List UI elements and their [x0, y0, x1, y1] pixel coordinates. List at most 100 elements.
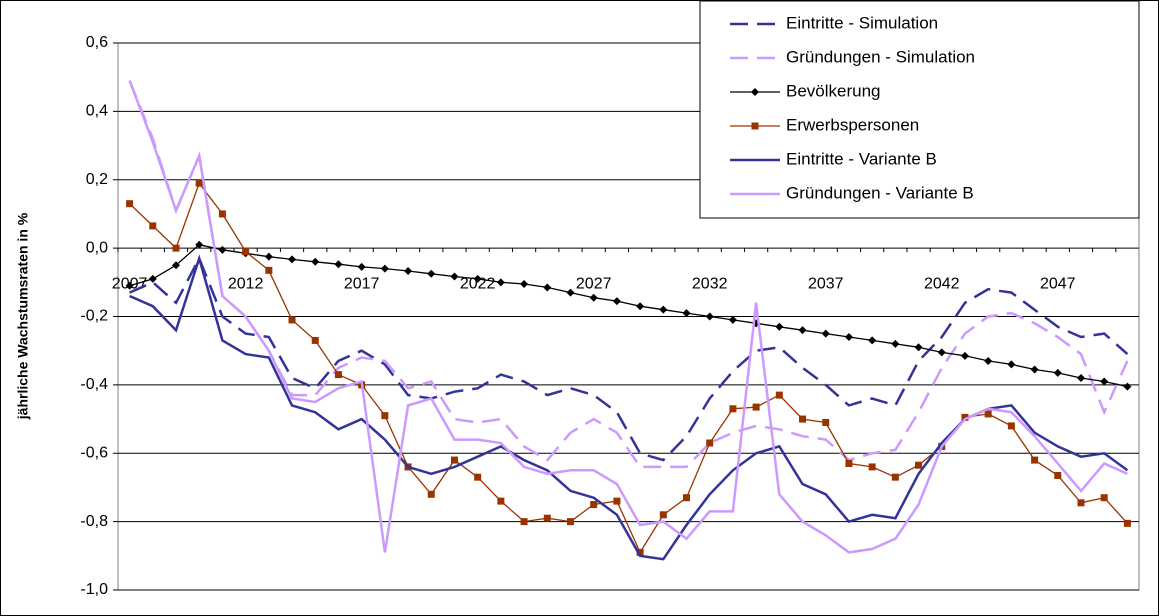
point: [149, 222, 157, 230]
y-tick-label: 0,6: [86, 34, 108, 51]
point: [868, 463, 876, 471]
point: [752, 403, 760, 411]
y-axis-title: jährliche Wachstumsraten in %: [15, 212, 31, 420]
point: [357, 262, 366, 271]
point: [543, 283, 552, 292]
y-tick-label: 0,0: [86, 239, 108, 256]
point: [126, 200, 134, 208]
point: [798, 326, 807, 335]
point: [148, 274, 157, 283]
point: [125, 281, 134, 290]
point: [706, 439, 714, 447]
point: [427, 490, 435, 498]
series-line: [128, 80, 1128, 554]
point: [195, 240, 204, 249]
point: [961, 413, 969, 421]
legend-label: Bevölkerung: [786, 81, 881, 100]
point: [775, 391, 783, 399]
point: [682, 309, 691, 318]
point: [960, 351, 969, 360]
x-tick-label: 2012: [228, 275, 264, 292]
point: [728, 315, 737, 324]
point: [264, 252, 273, 261]
point: [891, 339, 900, 348]
legend-label: Erwerbspersonen: [786, 115, 919, 134]
x-tick-label: 2032: [692, 275, 728, 292]
point: [497, 497, 505, 505]
point: [775, 322, 784, 331]
point: [265, 266, 273, 274]
point: [1123, 519, 1131, 527]
point: [612, 297, 621, 306]
point: [172, 244, 180, 252]
point: [1053, 368, 1062, 377]
point: [288, 255, 297, 264]
point: [520, 280, 529, 289]
series-line: [128, 80, 1129, 469]
series-line: [129, 243, 1128, 388]
point: [427, 269, 436, 278]
point: [334, 371, 342, 379]
y-tick-label: -0,4: [80, 376, 108, 393]
point: [891, 473, 899, 481]
point: [636, 548, 644, 556]
point: [1077, 499, 1085, 507]
x-tick-label: 2027: [576, 275, 612, 292]
point: [613, 497, 621, 505]
point: [218, 245, 227, 254]
point: [1100, 494, 1108, 502]
point: [868, 336, 877, 345]
point: [543, 514, 551, 522]
point: [334, 260, 343, 269]
legend-box: [699, 0, 1140, 219]
point: [683, 494, 691, 502]
point: [844, 333, 853, 342]
series-line: [129, 255, 1129, 462]
y-tick-label: 0,2: [86, 171, 108, 188]
point: [751, 88, 759, 96]
point: [729, 405, 737, 413]
point: [1007, 422, 1015, 430]
point: [1054, 471, 1062, 479]
point: [288, 316, 296, 324]
point: [311, 336, 319, 344]
legend-label: Eintritte - Variante B: [786, 149, 937, 168]
point: [1100, 377, 1109, 386]
x-tick-label: 2037: [808, 275, 844, 292]
legend-label: Gründungen - Simulation: [786, 47, 975, 66]
point: [705, 312, 714, 321]
point: [473, 274, 482, 283]
point: [914, 343, 923, 352]
point: [1031, 456, 1039, 464]
point: [311, 257, 320, 266]
point: [590, 501, 598, 509]
y-tick-label: -0,8: [80, 513, 108, 530]
point: [242, 248, 250, 256]
point: [659, 305, 668, 314]
point: [751, 122, 759, 130]
point: [474, 473, 482, 481]
point: [195, 179, 203, 187]
point: [1123, 382, 1132, 391]
legend-label: Gründungen - Variante B: [786, 183, 974, 202]
x-tick-label: 2047: [1040, 275, 1076, 292]
point: [381, 412, 389, 420]
point: [218, 210, 226, 218]
point: [566, 518, 574, 526]
point: [822, 418, 830, 426]
point: [566, 288, 575, 297]
point: [845, 460, 853, 468]
point: [380, 264, 389, 273]
point: [659, 511, 667, 519]
point: [821, 329, 830, 338]
point: [636, 302, 645, 311]
x-tick-label: 2042: [924, 275, 960, 292]
y-tick-label: -1,0: [80, 581, 108, 598]
point: [450, 456, 458, 464]
point: [799, 415, 807, 423]
point: [496, 278, 505, 287]
point: [937, 348, 946, 357]
point: [589, 293, 598, 302]
point: [404, 267, 413, 276]
